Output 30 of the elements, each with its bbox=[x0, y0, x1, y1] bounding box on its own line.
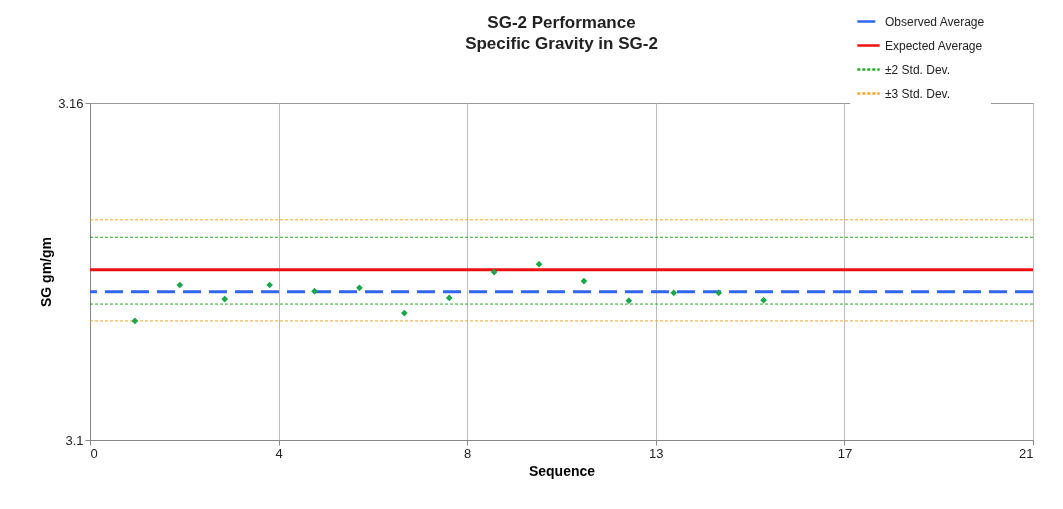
point bbox=[311, 287, 318, 295]
point bbox=[176, 281, 184, 289]
x-tick-label: 17 bbox=[837, 445, 853, 461]
point bbox=[535, 260, 543, 268]
y-axis-title: SG gm/gm bbox=[38, 236, 55, 308]
point bbox=[445, 294, 453, 302]
point bbox=[580, 277, 588, 285]
point bbox=[715, 289, 723, 297]
legend-label: Observed Average bbox=[885, 14, 985, 29]
chart-title: SG-2 Performance bbox=[487, 13, 636, 32]
point bbox=[670, 289, 678, 297]
point bbox=[625, 297, 633, 305]
x-tick-label: 8 bbox=[464, 445, 472, 461]
x-tick-label: 0 bbox=[90, 445, 98, 461]
legend-label: ±3 Std. Dev. bbox=[885, 86, 951, 101]
point bbox=[760, 296, 767, 304]
point bbox=[400, 309, 408, 317]
x-axis-title: Sequence bbox=[528, 462, 596, 479]
legend-label: Expected Average bbox=[885, 38, 983, 53]
x-tick-label: 21 bbox=[1019, 445, 1034, 461]
y-tick-label: 3.1 bbox=[65, 432, 84, 448]
point bbox=[490, 268, 498, 276]
chart-subtitle: Specific Gravity in SG-2 bbox=[465, 34, 658, 53]
x-tick-label: 13 bbox=[649, 445, 664, 461]
point bbox=[131, 317, 139, 325]
x-tick-label: 4 bbox=[275, 445, 283, 461]
point bbox=[221, 295, 229, 303]
point bbox=[356, 284, 363, 292]
y-tick-label: 3.16 bbox=[58, 95, 84, 111]
legend-label: ±2 Std. Dev. bbox=[885, 62, 951, 77]
